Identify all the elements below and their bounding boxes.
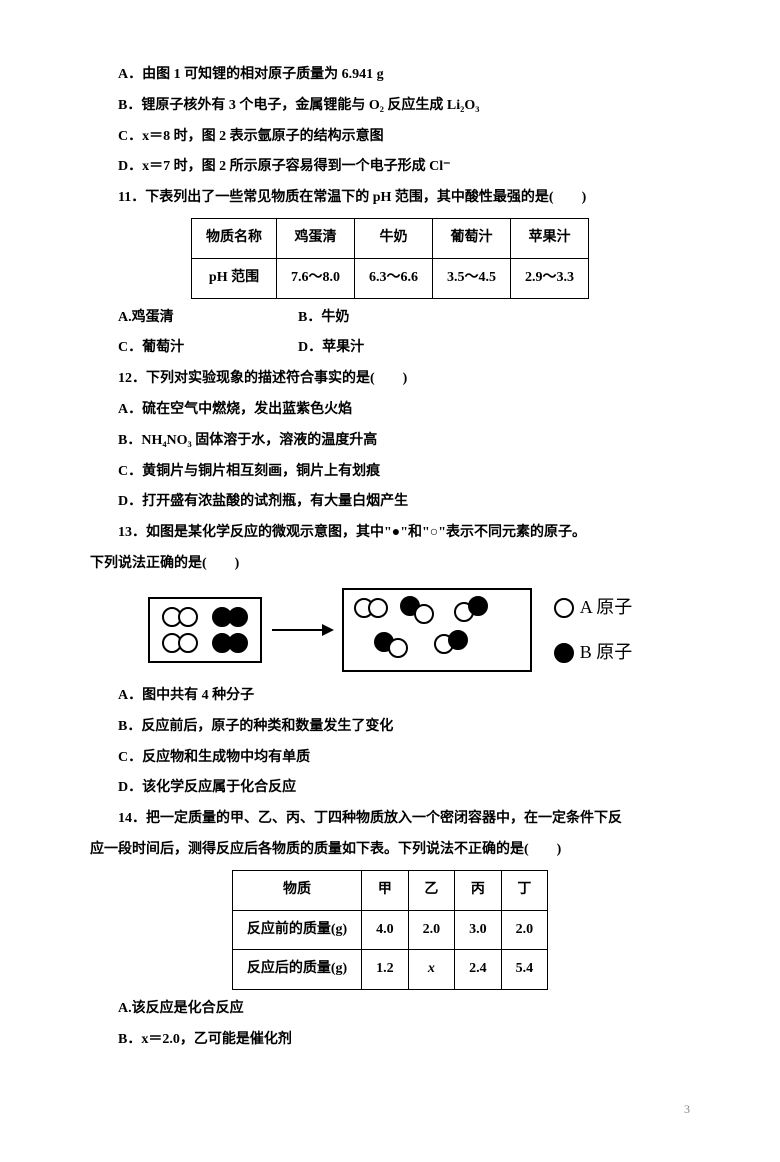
q11-opt-a: A.鸡蛋清	[118, 303, 298, 334]
q11-th-0: 物质名称	[192, 218, 277, 258]
q13-opt-a: A．图中共有 4 种分子	[90, 681, 690, 712]
q14-th-3: 丙	[455, 870, 502, 910]
q12-opt-d: D．打开盛有浓盐酸的试剂瓶，有大量白烟产生	[90, 487, 690, 518]
q11-opt-c: C．葡萄汁	[118, 333, 298, 364]
q14-stem-1: 14．把一定质量的甲、乙、丙、丁四种物质放入一个密闭容器中，在一定条件下反	[90, 804, 690, 835]
q10-opt-b: B．锂原子核外有 3 个电子，金属锂能与 O₂ 反应生成 Li₂O₃	[90, 91, 690, 122]
legend-b: B 原子	[580, 633, 633, 673]
q14-r2-2: 2.4	[455, 950, 502, 990]
q14-th-0: 物质	[232, 870, 361, 910]
q11-th-2: 牛奶	[355, 218, 433, 258]
q14-r2-1: x	[408, 950, 455, 990]
q11-opt-b: B．牛奶	[298, 303, 478, 334]
q12-opt-b: B．NH₄NO₃ 固体溶于水，溶液的温度升高	[90, 426, 690, 457]
q14-r1-0: 4.0	[362, 910, 409, 950]
q13-opt-d: D．该化学反应属于化合反应	[90, 773, 690, 804]
q14-opt-a: A.该反应是化合反应	[90, 994, 690, 1025]
q14-r1-2: 3.0	[455, 910, 502, 950]
q11-table: 物质名称 鸡蛋清 牛奶 葡萄汁 苹果汁 pH 范围 7.6～8.0 6.3～6.…	[191, 218, 589, 299]
q10-opt-a: A．由图 1 可知锂的相对原子质量为 6.941 g	[90, 60, 690, 91]
q14-r2-label: 反应后的质量(g)	[232, 950, 361, 990]
q13-opt-b: B．反应前后，原子的种类和数量发生了变化	[90, 712, 690, 743]
q11-th-3: 葡萄汁	[433, 218, 511, 258]
q11-val-3: 2.9～3.3	[511, 258, 589, 298]
q11-stem: 11．下表列出了一些常见物质在常温下的 pH 范围，其中酸性最强的是( )	[90, 183, 690, 214]
q11-th-4: 苹果汁	[511, 218, 589, 258]
q14-r2-0: 1.2	[362, 950, 409, 990]
legend-a: A 原子	[580, 588, 633, 628]
q14-stem-2: 应一段时间后，测得反应后各物质的质量如下表。下列说法不正确的是( )	[90, 835, 690, 866]
q14-r2-3: 5.4	[501, 950, 548, 990]
q13-stem-1: 13．如图是某化学反应的微观示意图，其中"●"和"○"表示不同元素的原子。	[90, 518, 690, 549]
product-box	[342, 588, 532, 672]
q11-val-1: 6.3～6.6	[355, 258, 433, 298]
q12-stem: 12．下列对实验现象的描述符合事实的是( )	[90, 364, 690, 395]
q12-opt-a: A．硫在空气中燃烧，发出蓝紫色火焰	[90, 395, 690, 426]
q13-diagram: A 原子 B 原子	[90, 588, 690, 673]
q10-opt-c: C．x＝8 时，图 2 表示氩原子的结构示意图	[90, 122, 690, 153]
q14-table: 物质 甲 乙 丙 丁 反应前的质量(g) 4.0 2.0 3.0 2.0 反应后…	[232, 870, 548, 990]
q13-stem-2: 下列说法正确的是( )	[90, 549, 690, 580]
q14-r1-label: 反应前的质量(g)	[232, 910, 361, 950]
arrow-icon	[272, 629, 332, 631]
filled-circle-icon	[554, 643, 574, 663]
q10-opt-d: D．x＝7 时，图 2 所示原子容易得到一个电子形成 Cl⁻	[90, 152, 690, 183]
q14-r1-3: 2.0	[501, 910, 548, 950]
reactant-box	[148, 597, 262, 663]
q11-th-1: 鸡蛋清	[277, 218, 355, 258]
q14-opt-b: B．x＝2.0，乙可能是催化剂	[90, 1025, 690, 1056]
q11-opt-d: D．苹果汁	[298, 333, 478, 364]
q14-th-1: 甲	[362, 870, 409, 910]
q11-row-label: pH 范围	[192, 258, 277, 298]
q11-val-0: 7.6～8.0	[277, 258, 355, 298]
legend: A 原子 B 原子	[554, 588, 633, 673]
q13-opt-c: C．反应物和生成物中均有单质	[90, 743, 690, 774]
q12-opt-c: C．黄铜片与铜片相互刻画，铜片上有划痕	[90, 457, 690, 488]
q11-val-2: 3.5～4.5	[433, 258, 511, 298]
q14-th-4: 丁	[501, 870, 548, 910]
page-number: 3	[90, 1096, 690, 1122]
q14-th-2: 乙	[408, 870, 455, 910]
q14-r1-1: 2.0	[408, 910, 455, 950]
open-circle-icon	[554, 598, 574, 618]
